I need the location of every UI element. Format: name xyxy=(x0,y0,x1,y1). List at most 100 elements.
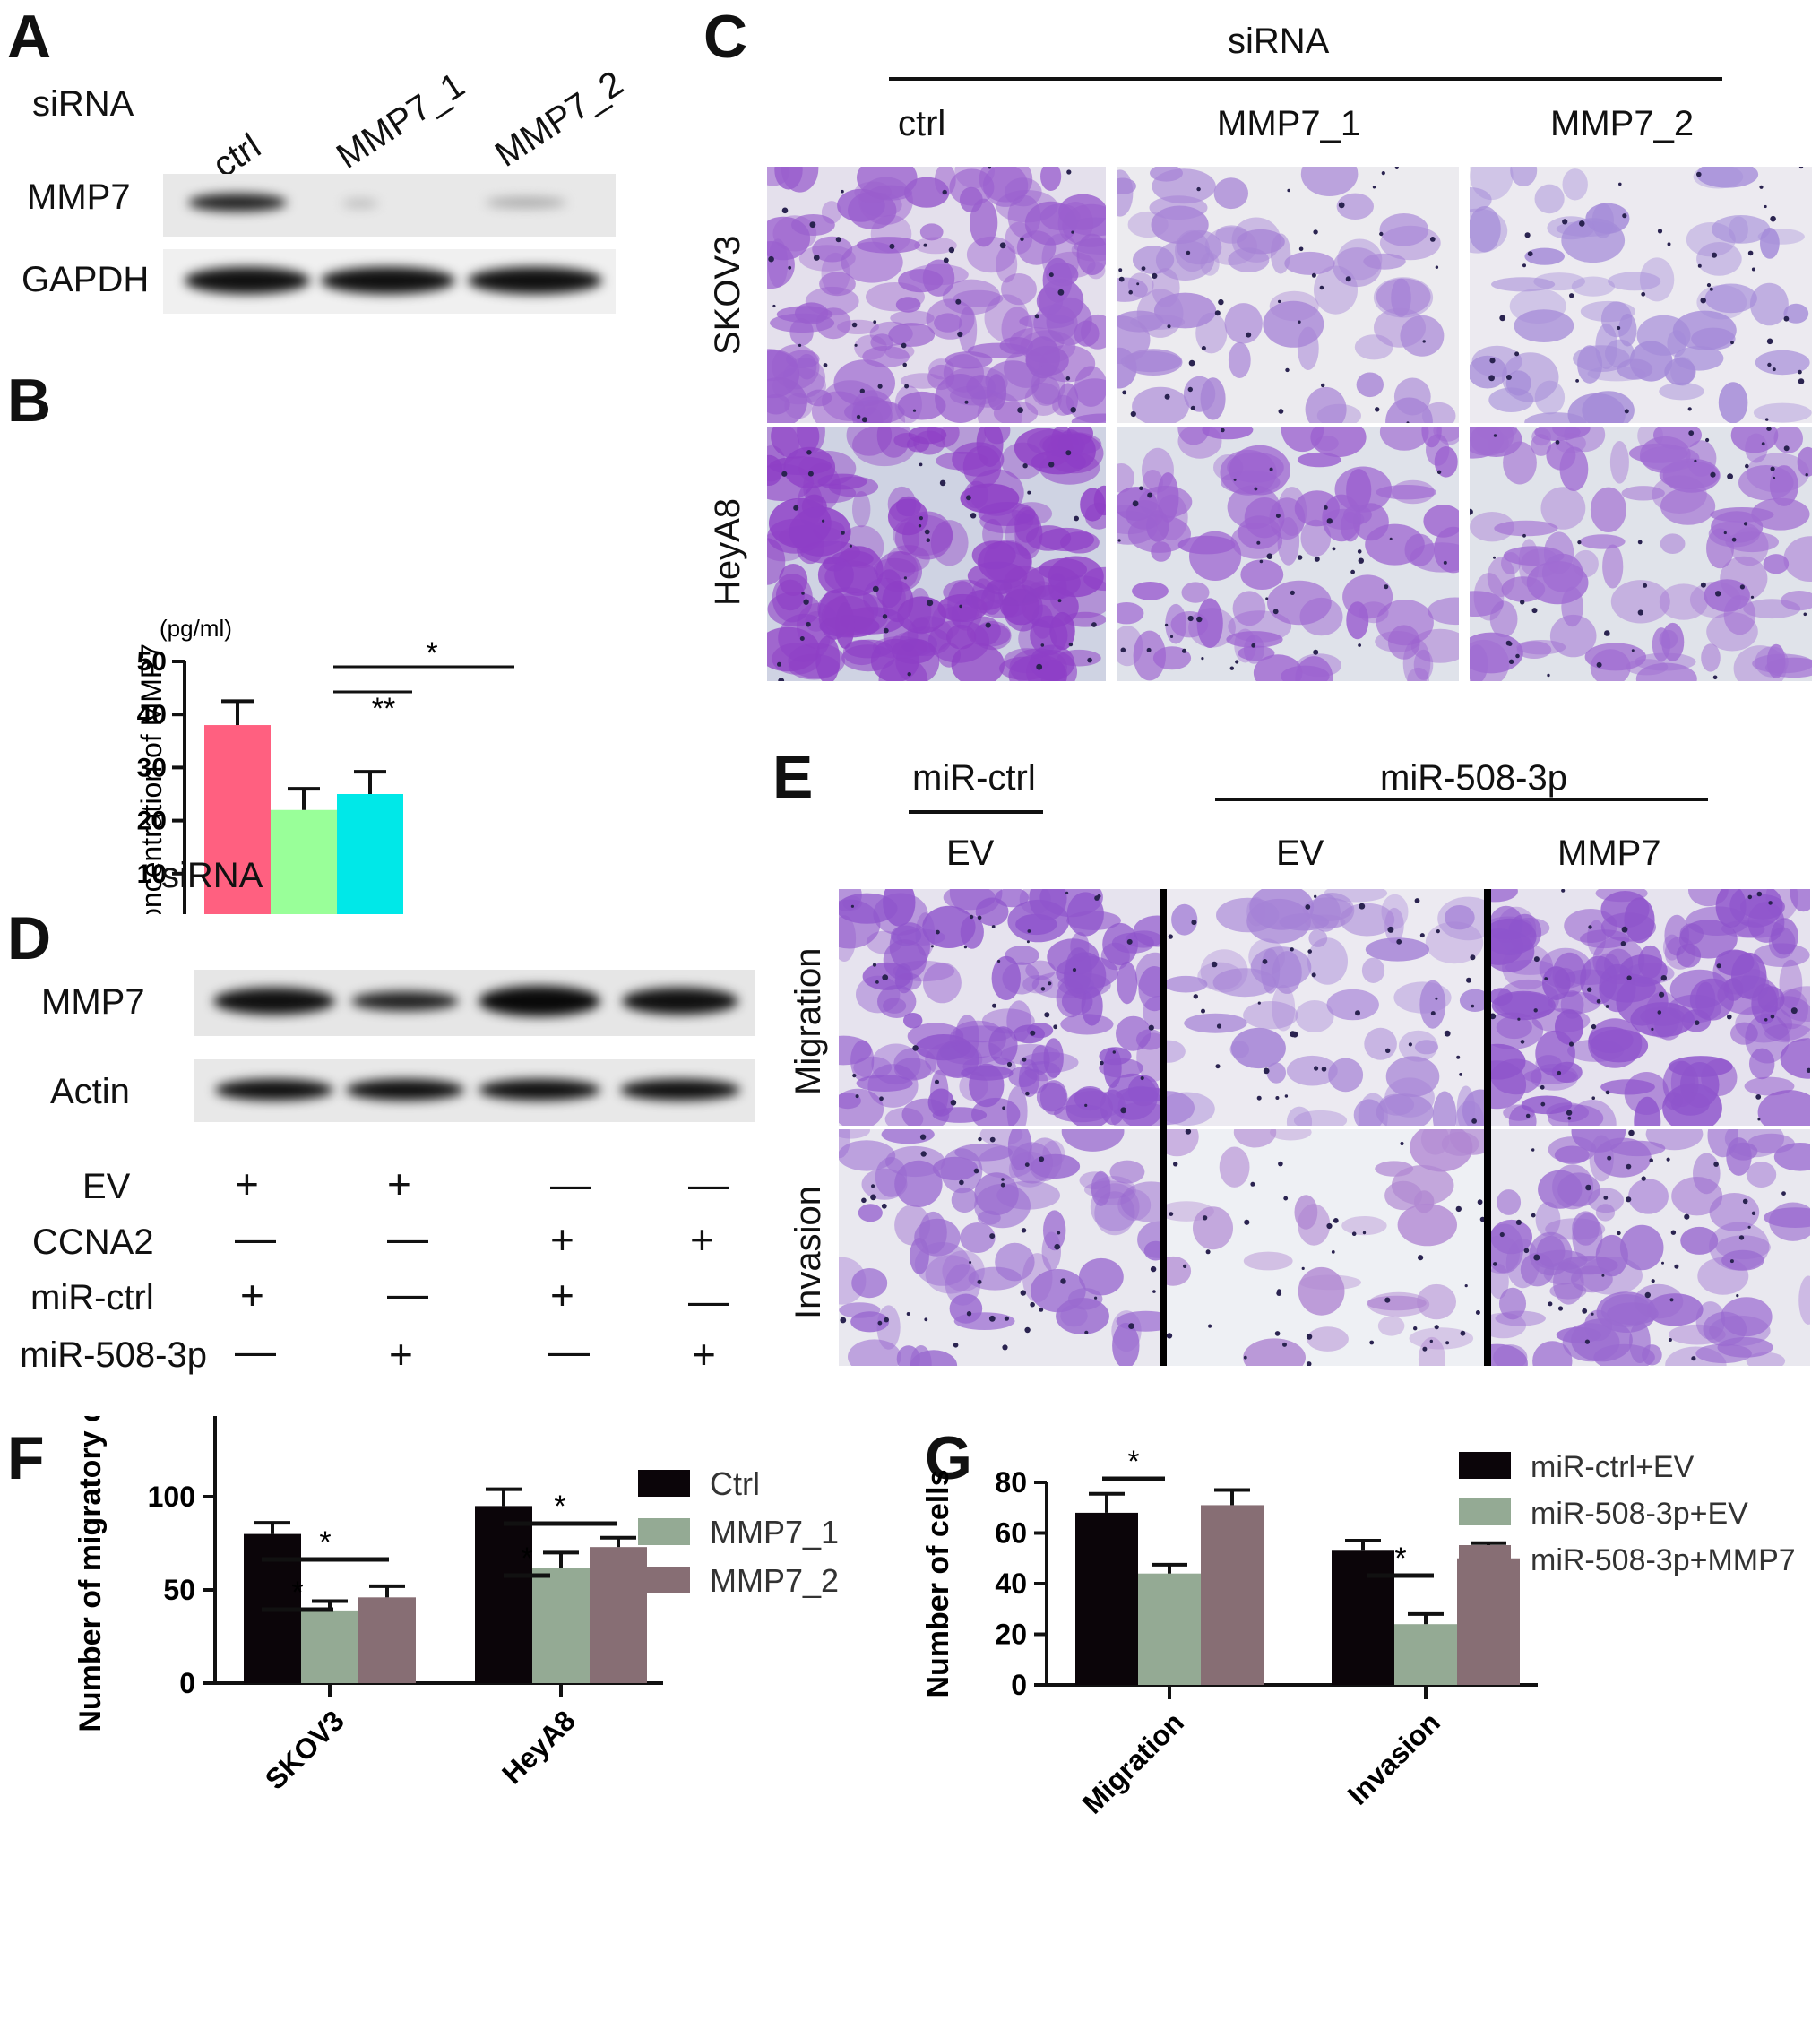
stained-cells xyxy=(1491,1129,1810,1366)
membrane-pore xyxy=(1436,470,1442,474)
membrane-pore xyxy=(1357,549,1362,554)
stained-cell xyxy=(769,456,832,476)
membrane-pore xyxy=(1694,1020,1700,1025)
membrane-pore xyxy=(999,242,1006,249)
membrane-pore xyxy=(1164,393,1170,400)
membrane-pore xyxy=(1022,463,1028,469)
membrane-pore xyxy=(1709,287,1713,291)
stained-cell xyxy=(1117,602,1144,625)
membrane-pore xyxy=(1298,320,1301,324)
membrane-pore xyxy=(1148,1024,1154,1031)
membrane-pore xyxy=(1379,231,1384,237)
membrane-pore xyxy=(1152,1290,1156,1293)
stained-cell xyxy=(1066,911,1121,930)
stained-cell xyxy=(1074,1086,1106,1111)
stained-cell xyxy=(1213,454,1244,480)
stained-cell xyxy=(1230,1027,1286,1069)
stained-cell xyxy=(1346,601,1369,640)
stained-cell xyxy=(1270,233,1291,274)
stained-cell xyxy=(1057,429,1083,462)
stained-cell xyxy=(1434,526,1459,574)
membrane-pore xyxy=(1257,1001,1261,1005)
membrane-pore xyxy=(977,1279,982,1284)
membrane-pore xyxy=(918,524,922,528)
stained-cell xyxy=(1600,1079,1655,1095)
stained-cell xyxy=(1730,427,1779,453)
membrane-pore xyxy=(1414,898,1420,903)
stained-cell xyxy=(1773,427,1803,453)
stained-cell xyxy=(1572,1213,1603,1262)
membrane-pore xyxy=(788,265,792,270)
legend-label: MMP7_2 xyxy=(710,1562,839,1599)
y-tick-label: 60 xyxy=(995,1517,1027,1550)
membrane-pore xyxy=(1443,560,1447,565)
stained-cell xyxy=(1730,1022,1758,1045)
stained-cells xyxy=(1167,1129,1484,1366)
membrane-pore xyxy=(1659,991,1665,998)
stained-cell xyxy=(897,596,946,634)
stained-cell xyxy=(1680,1226,1719,1255)
membrane-pore xyxy=(1306,1361,1312,1366)
stained-cell xyxy=(1619,1224,1664,1271)
membrane-pore xyxy=(1757,1118,1761,1121)
stained-cell xyxy=(1491,988,1513,1006)
stained-cells xyxy=(767,167,1106,423)
stained-cell xyxy=(1397,1203,1457,1247)
stained-cell xyxy=(1413,649,1434,680)
membrane-pore xyxy=(1326,518,1333,524)
stained-cell xyxy=(1031,375,1060,406)
stained-cell xyxy=(1425,921,1484,964)
membrane-pore xyxy=(1065,376,1071,381)
membrane-pore xyxy=(1607,1155,1612,1161)
stained-cell xyxy=(1056,979,1086,1018)
membrane-pore xyxy=(1626,1196,1632,1203)
membrane-pore xyxy=(870,1194,876,1201)
stained-cell xyxy=(1753,943,1810,967)
blot-band xyxy=(346,1079,464,1101)
stained-cell xyxy=(1364,1027,1397,1060)
legend-label: miR-ctrl+EV xyxy=(1531,1450,1695,1484)
stained-cell xyxy=(1543,1262,1582,1285)
stained-cell xyxy=(1197,962,1242,990)
membrane-pore xyxy=(1579,220,1585,227)
membrane-pore xyxy=(1215,1064,1221,1069)
membrane-pore xyxy=(1798,378,1805,384)
membrane-pore xyxy=(988,1315,996,1322)
stained-cell xyxy=(1470,206,1501,253)
stained-cell xyxy=(1638,945,1663,979)
membrane-pore xyxy=(1358,643,1361,647)
stained-cell xyxy=(887,486,917,522)
membrane-pore xyxy=(1188,359,1195,367)
stained-cell xyxy=(1470,208,1508,254)
stained-cell xyxy=(1491,1312,1526,1339)
membrane-pore xyxy=(1387,926,1394,933)
stained-cell xyxy=(1639,445,1700,471)
panel-a-letter: A xyxy=(7,3,52,71)
stained-cell xyxy=(1039,527,1094,552)
stained-cell xyxy=(1305,914,1346,929)
blot-band xyxy=(213,988,335,1015)
panel-a-blot-label: MMP7 xyxy=(27,177,131,217)
stained-cell xyxy=(1414,1040,1439,1055)
stained-cell xyxy=(1074,320,1100,347)
membrane-pore xyxy=(1139,486,1143,491)
membrane-pore xyxy=(935,1079,939,1084)
stained-cell xyxy=(1577,345,1603,384)
stained-cell xyxy=(817,473,867,490)
membrane-pore xyxy=(1731,537,1737,542)
stained-cell xyxy=(1664,358,1696,385)
stained-cell xyxy=(1516,641,1552,659)
membrane-pore xyxy=(936,929,940,935)
stained-cell xyxy=(1639,257,1675,302)
membrane-pore xyxy=(1727,473,1733,479)
membrane-pore xyxy=(988,167,991,169)
stained-cell xyxy=(1725,531,1779,553)
membrane-pore xyxy=(1493,556,1496,559)
stained-cell xyxy=(1417,1283,1456,1320)
membrane-pore xyxy=(1435,997,1438,1000)
membrane-pore xyxy=(1186,250,1191,255)
membrane-pore xyxy=(1661,1261,1664,1265)
stained-cell xyxy=(1473,573,1505,621)
membrane-pore xyxy=(1561,889,1566,893)
membrane-pore xyxy=(957,331,963,338)
